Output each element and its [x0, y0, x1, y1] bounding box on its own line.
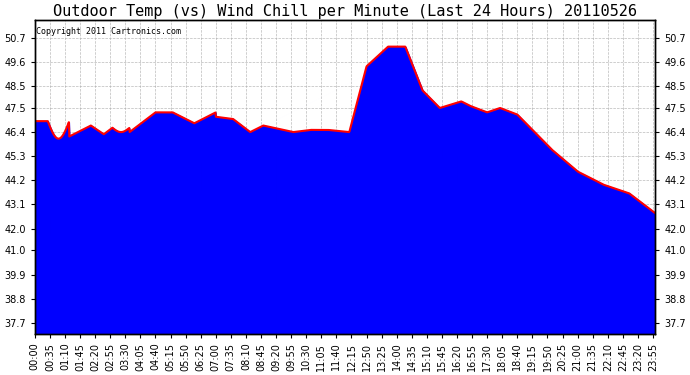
Title: Outdoor Temp (vs) Wind Chill per Minute (Last 24 Hours) 20110526: Outdoor Temp (vs) Wind Chill per Minute …	[53, 4, 637, 19]
Text: Copyright 2011 Cartronics.com: Copyright 2011 Cartronics.com	[36, 27, 181, 36]
